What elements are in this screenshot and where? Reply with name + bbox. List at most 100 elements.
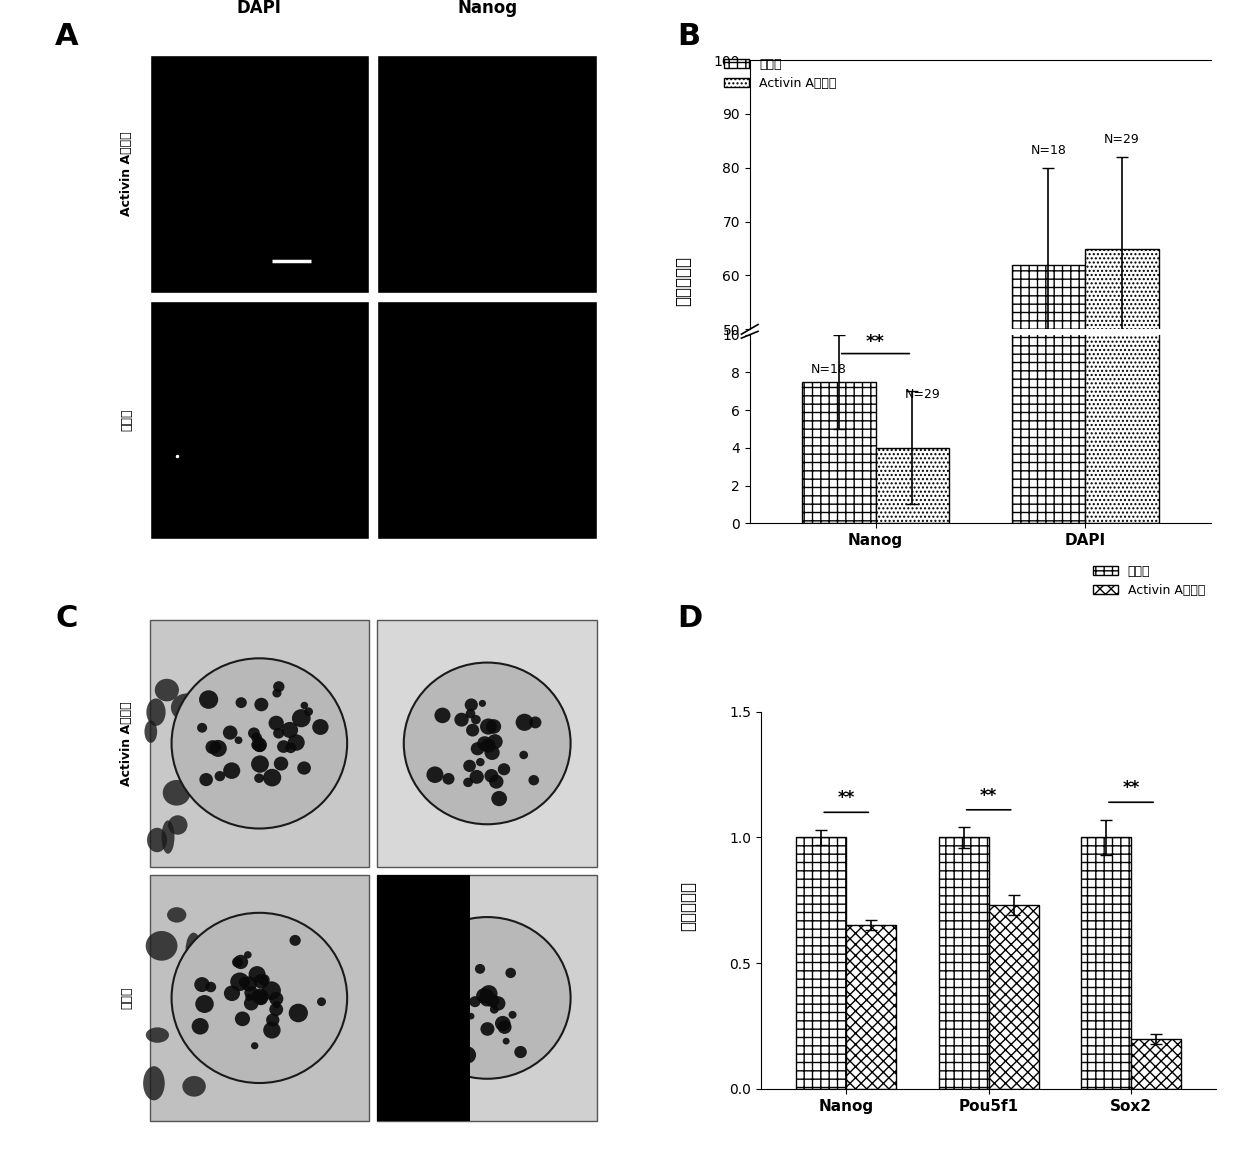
Circle shape: [215, 772, 226, 781]
Circle shape: [244, 951, 252, 959]
Circle shape: [252, 989, 269, 1005]
Circle shape: [281, 722, 298, 738]
Text: DAPI: DAPI: [237, 0, 281, 17]
Ellipse shape: [148, 828, 167, 852]
Ellipse shape: [144, 721, 157, 743]
Circle shape: [487, 735, 502, 750]
Circle shape: [506, 968, 516, 978]
Circle shape: [236, 698, 247, 708]
Circle shape: [250, 1042, 258, 1050]
Circle shape: [206, 982, 216, 992]
Circle shape: [224, 985, 241, 1001]
Circle shape: [476, 989, 492, 1004]
Circle shape: [497, 763, 510, 775]
Bar: [377, 54, 596, 293]
Circle shape: [435, 975, 453, 992]
Text: Activin A处理组: Activin A处理组: [120, 701, 133, 785]
Circle shape: [254, 740, 265, 752]
Circle shape: [471, 743, 485, 755]
Circle shape: [200, 773, 213, 787]
Circle shape: [465, 699, 477, 711]
Circle shape: [273, 681, 284, 692]
Text: 对照组: 对照组: [120, 986, 133, 1009]
Bar: [150, 301, 370, 539]
Circle shape: [254, 698, 268, 711]
Circle shape: [273, 728, 284, 738]
Ellipse shape: [155, 679, 179, 701]
Circle shape: [469, 996, 481, 1007]
Circle shape: [252, 990, 264, 1003]
Circle shape: [250, 755, 269, 773]
Circle shape: [252, 732, 262, 743]
Circle shape: [491, 791, 507, 806]
Circle shape: [317, 998, 326, 1006]
Text: 对照组: 对照组: [120, 409, 133, 432]
Text: 细胞平均数: 细胞平均数: [675, 256, 692, 306]
Circle shape: [171, 912, 347, 1083]
Circle shape: [476, 758, 485, 766]
Circle shape: [477, 736, 492, 751]
Circle shape: [486, 720, 501, 733]
Circle shape: [269, 716, 284, 730]
Circle shape: [470, 770, 484, 784]
Circle shape: [312, 720, 329, 735]
Text: 相对表达量: 相对表达量: [680, 880, 698, 931]
Circle shape: [300, 702, 309, 709]
Circle shape: [491, 997, 506, 1011]
Ellipse shape: [191, 938, 218, 951]
Circle shape: [489, 775, 503, 789]
Circle shape: [231, 973, 249, 991]
Text: Nanog: Nanog: [458, 0, 517, 17]
Circle shape: [480, 985, 497, 1003]
Circle shape: [516, 714, 533, 731]
Circle shape: [277, 740, 290, 753]
Circle shape: [529, 716, 542, 729]
Circle shape: [497, 1020, 512, 1034]
Circle shape: [480, 993, 494, 1006]
Circle shape: [508, 1011, 517, 1019]
Circle shape: [479, 992, 489, 1001]
Circle shape: [192, 1018, 208, 1035]
Circle shape: [438, 997, 453, 1013]
Ellipse shape: [162, 780, 191, 805]
Circle shape: [466, 709, 475, 718]
Circle shape: [528, 775, 539, 785]
Ellipse shape: [146, 1027, 169, 1043]
Circle shape: [269, 1003, 283, 1016]
Circle shape: [254, 774, 264, 783]
Circle shape: [244, 986, 258, 999]
Circle shape: [464, 777, 472, 788]
Ellipse shape: [167, 907, 186, 923]
Circle shape: [443, 773, 455, 784]
Circle shape: [475, 964, 485, 974]
Circle shape: [242, 976, 257, 991]
Ellipse shape: [145, 931, 177, 961]
Circle shape: [244, 997, 258, 1011]
Circle shape: [195, 996, 213, 1013]
Circle shape: [232, 956, 243, 968]
Circle shape: [171, 658, 347, 828]
Text: B: B: [677, 22, 701, 51]
Circle shape: [304, 707, 312, 716]
Circle shape: [206, 740, 219, 754]
Circle shape: [252, 739, 263, 751]
Text: C: C: [55, 604, 78, 633]
Circle shape: [464, 760, 476, 772]
Ellipse shape: [188, 996, 213, 1024]
Circle shape: [248, 966, 265, 983]
Text: Activin A处理组: Activin A处理组: [120, 132, 133, 216]
Circle shape: [239, 977, 250, 988]
Circle shape: [434, 708, 450, 723]
Bar: [377, 620, 596, 866]
Circle shape: [234, 737, 243, 744]
Circle shape: [490, 1005, 498, 1014]
Circle shape: [263, 769, 281, 787]
Circle shape: [223, 762, 241, 778]
Circle shape: [200, 691, 218, 709]
Circle shape: [195, 977, 210, 992]
Circle shape: [485, 745, 500, 760]
Circle shape: [298, 761, 311, 775]
Circle shape: [480, 718, 497, 735]
Circle shape: [211, 742, 222, 752]
Circle shape: [252, 738, 267, 752]
